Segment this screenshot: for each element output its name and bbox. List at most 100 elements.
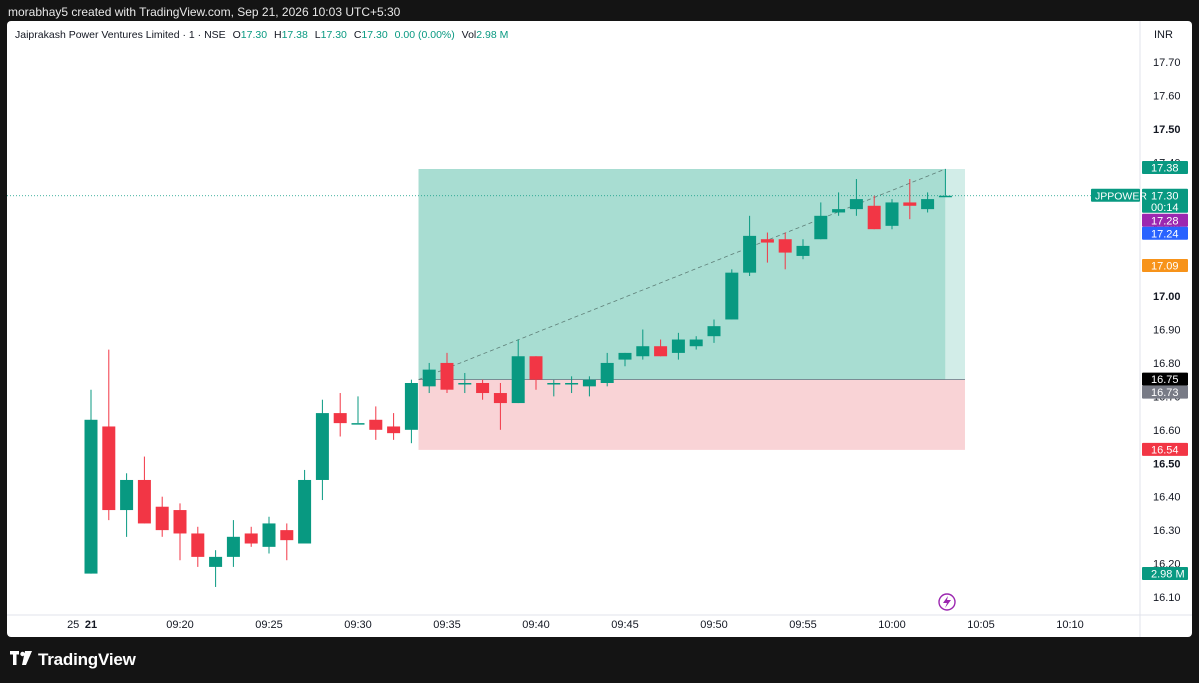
tradingview-brand: TradingView [10,648,136,672]
candle-body [600,362,614,383]
candle-body [226,536,240,557]
candle-body [298,479,312,544]
candle-body [387,426,401,434]
candle-body [547,383,561,385]
price-tag-label: 16.73 [1151,387,1179,399]
candle-body [849,199,863,210]
price-tag-label: 17.09 [1151,260,1179,272]
candle-body [422,369,436,387]
candle-body [511,356,525,404]
candle-body [938,195,952,198]
price-tag-countdown: 00:14 [1151,202,1179,214]
y-tick-label: 16.50 [1153,458,1181,470]
y-tick-label: 16.30 [1153,525,1181,537]
x-tick-label: 09:25 [255,619,283,631]
candle-body [707,326,721,337]
y-tick-label: 17.70 [1153,57,1181,69]
candle-body [102,426,116,511]
price-tag-label: 17.24 [1151,228,1179,240]
candle-body [636,346,650,357]
candle-body [351,423,365,425]
candle-body [333,413,347,424]
candle-body [565,383,579,385]
candle-body [493,393,507,404]
candle-body [778,239,792,253]
candle-body [921,199,935,210]
candle-body [84,419,98,574]
lightning-bolt-icon [943,596,951,608]
candle-body [155,506,169,531]
symbol-pill-label: JPPOWER [1095,190,1147,202]
high-label: H [273,29,282,41]
candle-body [137,479,151,524]
candle-body [173,510,187,534]
y-tick-label: 16.40 [1153,492,1181,504]
price-tag-box [1142,213,1188,227]
candle-body [867,205,881,230]
y-tick-label: 16.60 [1153,425,1181,437]
candle-body [760,239,774,243]
low-label: L [314,29,321,41]
x-tick-label: 25 [67,619,79,631]
price-tag-label: 2.98 M [1151,569,1185,581]
close-label: C [353,29,362,41]
y-tick-label: 17.50 [1153,124,1181,136]
x-tick-label: 09:45 [611,619,639,631]
candle-body [743,235,757,273]
price-tag-label: 17.30 [1151,190,1179,202]
candle-body [654,346,668,357]
currency-label[interactable]: INR [1154,29,1173,41]
candle-body [725,272,739,320]
y-tick-label: 16.90 [1153,325,1181,337]
x-tick-label: 09:50 [700,619,728,631]
candle-body [244,533,258,544]
candle-body [582,379,596,387]
lightning-icon[interactable] [938,593,956,611]
price-tag-box [1142,372,1188,386]
candle-body [280,530,294,541]
chart-panel[interactable]: 16.1016.2016.3016.4016.5016.6016.7016.80… [7,21,1192,637]
x-tick-label: 10:10 [1056,619,1084,631]
candle-body [832,209,846,213]
x-tick-label: 09:20 [166,619,194,631]
x-tick-label: 09:35 [433,619,461,631]
candle-body [618,352,632,360]
price-tag-box [1142,188,1188,213]
candle-body [369,419,383,430]
x-tick-label: 09:55 [789,619,817,631]
price-tag-label: 17.38 [1151,163,1179,175]
candle-body [689,339,703,347]
candle-body [671,339,685,353]
candle-body [209,556,223,567]
candle-body [885,202,899,226]
symbol-title: Jaiprakash Power Ventures Limited · 1 · … [15,29,226,41]
attribution-text: morabhay5 created with TradingView.com, … [8,5,401,19]
candle-body [529,356,543,380]
y-tick-label: 17.60 [1153,90,1181,102]
brand-name: TradingView [38,650,136,669]
loss-zone [418,379,965,450]
price-tag-label: 17.28 [1151,215,1179,227]
close-value: 17.30 [361,29,388,41]
price-tag-box [1142,161,1188,174]
price-tag-box [1142,385,1188,399]
x-tick-label: 10:00 [878,619,906,631]
symbol-pill-box [1091,188,1140,202]
candle-body [476,383,490,394]
candlestick-chart[interactable]: 16.1016.2016.3016.4016.5016.6016.7016.80… [7,21,1192,637]
y-tick-label: 16.10 [1153,592,1181,604]
symbol-legend: Jaiprakash Power Ventures Limited · 1 · … [15,29,508,41]
x-tick-label: 10:05 [967,619,995,631]
x-tick-label: 21 [85,619,97,631]
candle-body [191,533,205,557]
price-tag-box [1142,442,1188,456]
candle-body [796,245,810,256]
volume-value: 2.98 M [476,29,509,41]
open-value: 17.30 [240,29,268,41]
low-value: 17.30 [320,29,347,41]
y-tick-label: 16.80 [1153,358,1181,370]
high-value: 17.38 [281,29,308,41]
candle-body [120,479,134,511]
price-tag-box [1142,226,1188,240]
candle-body [440,362,454,390]
